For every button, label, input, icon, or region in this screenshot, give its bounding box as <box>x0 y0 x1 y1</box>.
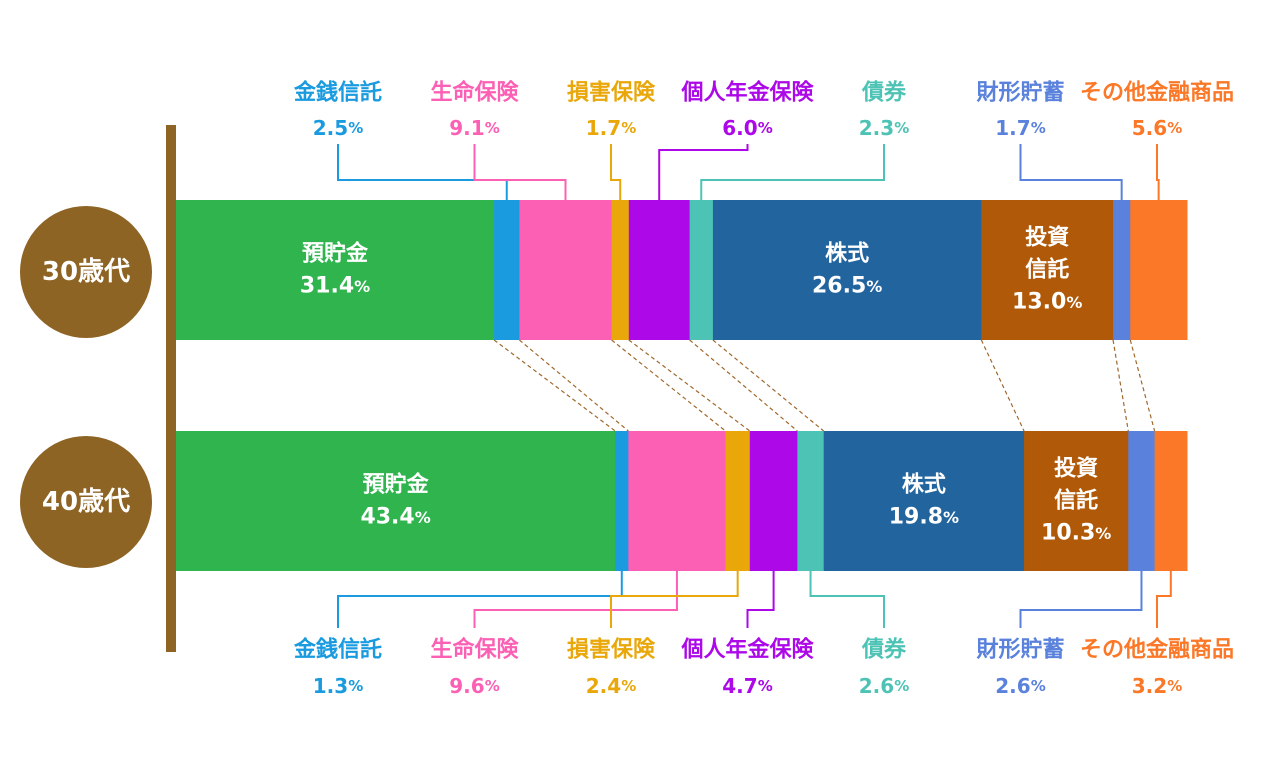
bar-label-name-row1-株式: 株式 <box>825 242 869 267</box>
bar-label-value-row1-投資信託: 13.0% <box>1012 290 1082 315</box>
bar-label-name-row2-投資信託: 投資 <box>1054 456 1098 482</box>
bar-label-name-row1-預貯金: 預貯金 <box>302 241 369 267</box>
bar-segment-row1-個人年金保険 <box>628 200 691 340</box>
bar-segment-row2-債券 <box>797 431 825 571</box>
callout-name-row1-その他金融商品: その他金融商品 <box>1080 80 1234 106</box>
bar-segment-row2-金銭信託 <box>615 431 629 571</box>
callout-value-row2-その他金融商品: 3.2% <box>1132 674 1182 698</box>
callout-value-row2-債券: 2.6% <box>859 674 909 698</box>
segment-connector <box>519 339 629 432</box>
callout-line-row1-金銭信託 <box>337 144 508 200</box>
callout-labels: 金銭信託 2.5% 金銭信託 1.3% 生命保険 9.1% 生命保険 9.6% 損害保険 1.7%… <box>293 80 1234 699</box>
bar-label-value-row1-株式: 26.5% <box>812 274 882 299</box>
row-badge-30s-label: 30歳代 <box>42 257 130 287</box>
bar-segment-row1-金銭信託 <box>494 200 520 340</box>
callout-line-row2-金銭信託 <box>337 571 623 628</box>
callout-line-row1-個人年金保険 <box>658 144 749 200</box>
callout-value-row2-損害保険: 2.4% <box>586 674 636 698</box>
segment-connector <box>493 339 616 432</box>
callout-line-row1-生命保険 <box>473 144 567 200</box>
callout-name-row2-その他金融商品: その他金融商品 <box>1080 637 1234 663</box>
segment-connector <box>611 339 726 432</box>
bar-label-name-row2-株式: 株式 <box>902 473 946 498</box>
callout-name-row1-金銭信託: 金銭信託 <box>293 80 382 106</box>
bar-segment-row1-財形貯蓄 <box>1113 200 1131 340</box>
bar-segment-row1-預貯金 <box>176 200 495 340</box>
callout-value-row1-債券: 2.3% <box>859 116 909 140</box>
callout-value-row2-金銭信託: 1.3% <box>313 674 363 698</box>
bar-segment-row1-債券 <box>689 200 714 340</box>
group-axis-line <box>166 125 176 652</box>
bar-segment-row2-生命保険 <box>628 431 727 571</box>
callout-line-row1-損害保険 <box>610 144 622 200</box>
callout-value-row1-財形貯蓄: 1.7% <box>995 116 1045 140</box>
segment-connector <box>712 339 825 432</box>
row-badge-30s <box>20 206 152 338</box>
row-badges: 30歳代 40歳代 <box>20 206 152 568</box>
bar-segment-row2-その他金融商品 <box>1154 431 1188 571</box>
bar-segment-row2-損害保険 <box>725 431 751 571</box>
segment-connector <box>1112 339 1129 432</box>
callout-name-row1-損害保険: 損害保険 <box>567 80 656 106</box>
row-badge-40s <box>20 436 152 568</box>
callout-line-row2-個人年金保険 <box>746 571 775 628</box>
callout-name-row1-生命保険: 生命保険 <box>430 80 519 106</box>
callout-name-row1-財形貯蓄: 財形貯蓄 <box>976 80 1064 106</box>
bar-segment-row1-生命保険 <box>519 200 613 340</box>
bar-label-value-row1-預貯金: 31.4% <box>300 274 370 299</box>
bar-label-value-row2-預貯金: 43.4% <box>360 505 430 530</box>
bar-segment-row2-投資信託 <box>1024 431 1129 571</box>
bar-labels: 預貯金31.4%株式26.5%投資信託13.0%預貯金43.4%株式19.8%投… <box>300 225 1111 546</box>
callout-line-row1-その他金融商品 <box>1156 144 1160 200</box>
callout-line-row2-財形貯蓄 <box>1019 571 1143 628</box>
callout-value-row1-生命保険: 9.1% <box>449 116 499 140</box>
callout-value-row1-個人年金保険: 6.0% <box>722 116 772 140</box>
bar-label-value-row2-投資信託: 10.3% <box>1041 521 1111 546</box>
segment-connector <box>689 339 798 432</box>
bar-segment-row1-損害保険 <box>611 200 630 340</box>
callout-name-row2-生命保険: 生命保険 <box>430 637 519 663</box>
bar-segment-row1-投資信託 <box>981 200 1114 340</box>
callout-name-row2-個人年金保険: 個人年金保険 <box>680 637 814 663</box>
segment-connectors <box>493 339 1156 432</box>
bar-label-name-row1-投資信託: 投資 <box>1025 225 1069 251</box>
callout-line-row1-財形貯蓄 <box>1019 144 1123 200</box>
callout-name-row2-金銭信託: 金銭信託 <box>293 637 382 663</box>
bar-segment-row2-株式 <box>823 431 1025 571</box>
bars <box>176 200 1188 571</box>
bar-label-name-row2-投資信託: 信託 <box>1054 488 1098 514</box>
callout-name-row2-損害保険: 損害保険 <box>567 637 656 663</box>
callout-line-row1-債券 <box>700 144 885 200</box>
callout-value-row2-財形貯蓄: 2.6% <box>995 674 1045 698</box>
callout-value-row1-損害保険: 1.7% <box>586 116 636 140</box>
bar-label-value-row2-株式: 19.8% <box>889 505 959 530</box>
callout-value-row1-金銭信託: 2.5% <box>313 116 363 140</box>
bar-label-name-row1-投資信託: 信託 <box>1025 257 1069 283</box>
bar-segment-row2-個人年金保険 <box>749 431 798 571</box>
callout-name-row1-個人年金保険: 個人年金保険 <box>680 80 814 106</box>
segment-connector <box>980 339 1025 432</box>
callout-line-row2-損害保険 <box>610 571 739 628</box>
bar-label-name-row2-預貯金: 預貯金 <box>363 472 430 498</box>
bar-segment-row1-株式 <box>712 200 982 340</box>
callout-name-row2-債券: 債券 <box>861 637 907 663</box>
callout-name-row2-財形貯蓄: 財形貯蓄 <box>976 637 1064 663</box>
callout-name-row1-債券: 債券 <box>861 80 907 106</box>
callout-value-row1-その他金融商品: 5.6% <box>1132 116 1182 140</box>
callout-line-row2-債券 <box>809 571 885 628</box>
segment-connector <box>1129 339 1156 432</box>
row-badge-40s-label: 40歳代 <box>42 487 130 517</box>
bar-segment-row2-預貯金 <box>176 431 616 571</box>
callout-lines <box>337 144 1172 628</box>
callout-value-row2-生命保険: 9.6% <box>449 674 499 698</box>
segment-connector <box>628 339 751 432</box>
callout-line-row2-生命保険 <box>473 571 678 628</box>
bar-segment-row1-その他金融商品 <box>1130 200 1188 340</box>
bar-segment-row2-財形貯蓄 <box>1128 431 1156 571</box>
callout-value-row2-個人年金保険: 4.7% <box>722 674 772 698</box>
callout-line-row2-その他金融商品 <box>1156 571 1172 628</box>
